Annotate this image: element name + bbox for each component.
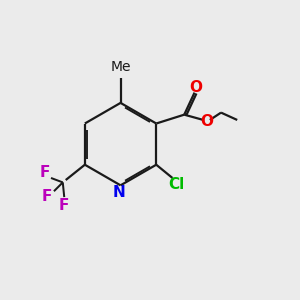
Text: O: O — [201, 114, 214, 129]
Text: F: F — [59, 198, 69, 213]
Text: O: O — [190, 80, 202, 95]
Text: F: F — [42, 189, 52, 204]
Text: N: N — [113, 185, 125, 200]
Text: Me: Me — [110, 60, 131, 74]
Text: Cl: Cl — [168, 177, 184, 192]
Text: F: F — [40, 166, 50, 181]
